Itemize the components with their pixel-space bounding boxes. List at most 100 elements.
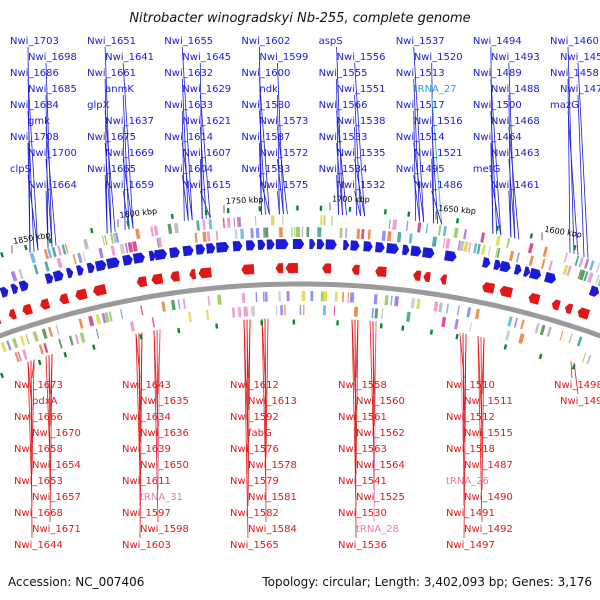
forward-cog-block bbox=[173, 222, 179, 234]
feature-mark bbox=[226, 208, 230, 214]
gene-label-nwi-1669: Nwi_1669 bbox=[105, 148, 154, 159]
reverse-cog-block bbox=[17, 351, 23, 362]
gene-label-nwi-1565: Nwi_1565 bbox=[230, 540, 279, 551]
label-leader bbox=[490, 142, 494, 234]
forward-cog-block bbox=[594, 274, 600, 285]
forward-cog-block bbox=[508, 250, 515, 262]
gene-label-nwi-1603: Nwi_1603 bbox=[122, 540, 171, 551]
forward-gene-arrow bbox=[44, 273, 54, 284]
forward-cog-block bbox=[167, 223, 173, 235]
forward-cog-block bbox=[278, 227, 283, 238]
label-leader bbox=[462, 333, 465, 507]
gene-label-nwi-1708: Nwi_1708 bbox=[10, 132, 59, 143]
feature-mark bbox=[170, 213, 174, 220]
forward-gene-arrow bbox=[75, 265, 84, 276]
gene-label-nwi-1514: Nwi_1514 bbox=[396, 132, 445, 143]
forward-gene-arrow bbox=[499, 260, 511, 273]
reverse-cog-block bbox=[534, 323, 540, 334]
forward-cog-block bbox=[578, 269, 586, 281]
reverse-cog-block bbox=[353, 306, 359, 317]
forward-cog-block bbox=[104, 234, 108, 245]
forward-gene-arrow bbox=[422, 247, 435, 259]
feature-mark bbox=[572, 244, 577, 251]
label-leader bbox=[277, 94, 280, 215]
forward-gene-arrow bbox=[402, 244, 410, 256]
label-leader bbox=[355, 319, 359, 475]
forward-cog-block bbox=[282, 215, 284, 226]
gene-label-nwi-1499: Nwi_1499 bbox=[560, 396, 600, 407]
forward-gene-arrow bbox=[257, 239, 266, 250]
feature-mark bbox=[215, 323, 219, 329]
forward-cog-block bbox=[542, 246, 548, 258]
gene-label-nwi-1675: Nwi_1675 bbox=[87, 132, 136, 143]
forward-cog-block bbox=[306, 227, 310, 238]
forward-cog-block bbox=[196, 220, 200, 231]
forward-cog-block bbox=[463, 241, 469, 252]
label-leader bbox=[567, 78, 571, 253]
forward-cog-block bbox=[425, 223, 429, 234]
forward-cog-block bbox=[64, 243, 69, 254]
reverse-cog-block bbox=[539, 324, 546, 336]
label-leader bbox=[156, 329, 159, 459]
gene-label-nwi-1582: Nwi_1582 bbox=[230, 508, 279, 519]
reverse-cog-block bbox=[320, 291, 324, 302]
forward-cog-block bbox=[157, 237, 163, 248]
reverse-cog-block bbox=[140, 305, 144, 316]
reverse-cog-block bbox=[19, 335, 26, 346]
gene-label-trna-28: tRNA_28 bbox=[356, 524, 399, 535]
reverse-cog-block bbox=[238, 307, 242, 318]
gene-label-nwi-1468: Nwi_1468 bbox=[491, 116, 540, 127]
reverse-cog-block bbox=[217, 294, 222, 305]
reverse-cog-block bbox=[322, 305, 327, 316]
feature-mark bbox=[139, 334, 143, 340]
gene-label-nwi-1486: Nwi_1486 bbox=[414, 180, 463, 191]
feature-mark bbox=[292, 319, 296, 325]
forward-cog-block bbox=[206, 231, 211, 242]
scale-tick-label: 1700 kbp bbox=[332, 194, 370, 204]
forward-cog-block bbox=[445, 238, 451, 249]
feature-mark bbox=[260, 320, 264, 326]
reverse-cog-block bbox=[79, 332, 86, 343]
feature-mark bbox=[204, 209, 208, 216]
label-leader bbox=[481, 337, 485, 491]
reverse-cog-block bbox=[262, 291, 265, 302]
label-leader bbox=[104, 174, 108, 234]
gene-label-nwi-1536: Nwi_1536 bbox=[338, 540, 387, 551]
reverse-cog-block bbox=[394, 296, 399, 307]
label-leader bbox=[27, 142, 31, 253]
reverse-cog-block bbox=[441, 316, 447, 328]
reverse-cog-block bbox=[410, 298, 416, 309]
genome-ring-tracks bbox=[0, 205, 600, 379]
forward-gene-arrow bbox=[444, 250, 457, 262]
forward-cog-block bbox=[202, 219, 206, 230]
forward-cog-block bbox=[495, 235, 501, 246]
label-leader bbox=[508, 126, 520, 240]
feature-mark bbox=[0, 252, 4, 258]
forward-cog-block bbox=[254, 216, 257, 227]
reverse-gene-arrow bbox=[241, 264, 255, 275]
label-leader bbox=[122, 94, 130, 230]
forward-cog-block bbox=[156, 237, 160, 248]
gene-label-ndk: ndk bbox=[259, 84, 278, 95]
reverse-cog-block bbox=[286, 291, 290, 302]
forward-cog-block bbox=[589, 260, 595, 271]
label-leader bbox=[336, 142, 343, 215]
gene-label-nwi-1686: Nwi_1686 bbox=[10, 68, 59, 79]
forward-gene-arrow bbox=[523, 266, 531, 277]
forward-gene-arrow bbox=[86, 262, 95, 274]
gene-label-nwi-1597: Nwi_1597 bbox=[122, 508, 171, 519]
label-leader bbox=[336, 46, 343, 215]
forward-cog-block bbox=[51, 246, 57, 258]
reverse-gene-arrow bbox=[8, 308, 17, 320]
gene-label-nwi-1556: Nwi_1556 bbox=[337, 52, 386, 63]
scale-tick-label: 1750 kbp bbox=[226, 195, 264, 206]
reverse-cog-block bbox=[129, 321, 135, 332]
feature-mark bbox=[126, 220, 130, 227]
reverse-gene-arrow bbox=[75, 288, 88, 301]
label-leader bbox=[413, 110, 417, 222]
forward-cog-block bbox=[270, 215, 275, 226]
label-leader bbox=[336, 78, 339, 215]
gene-label-nwi-1644: Nwi_1644 bbox=[14, 540, 63, 551]
label-leader bbox=[508, 62, 516, 239]
reverse-cog-block bbox=[341, 292, 345, 303]
